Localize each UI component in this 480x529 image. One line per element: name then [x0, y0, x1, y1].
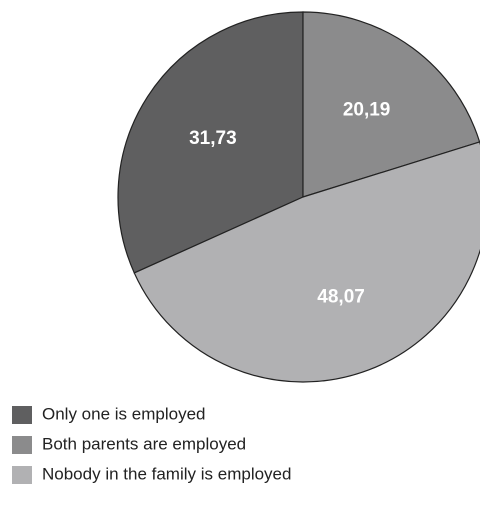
- pie-slice: [117, 11, 304, 274]
- legend-swatch: [12, 466, 32, 484]
- pie-slice: [302, 11, 480, 198]
- slice-label: 31,73: [189, 128, 237, 149]
- pie-slice: [133, 141, 480, 383]
- legend-label: Both parents are employed: [42, 434, 246, 453]
- slice-label: 20,19: [343, 100, 391, 121]
- legend-swatch: [12, 406, 32, 424]
- legend-label: Nobody in the family is employed: [42, 464, 291, 483]
- legend-swatch: [12, 436, 32, 454]
- legend-label: Only one is employed: [42, 404, 205, 423]
- slice-label: 48,07: [317, 286, 365, 307]
